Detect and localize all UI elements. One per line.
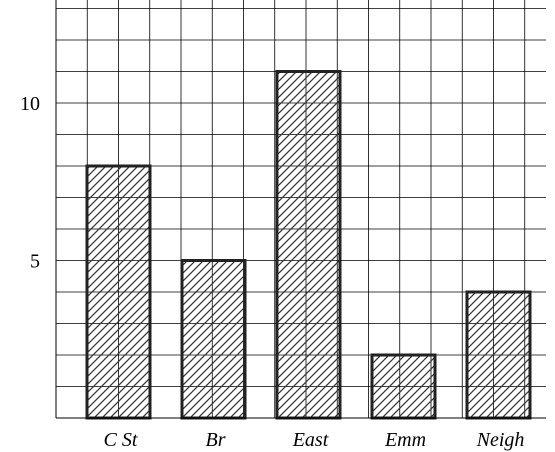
bar-emm [370, 353, 437, 420]
y-tick-label: 10 [20, 93, 40, 115]
category-label: Br [206, 429, 226, 451]
bars [85, 70, 532, 420]
category-label: Emm [384, 429, 426, 451]
labels: C St Br East Emm Neigh 5 10 [20, 93, 524, 451]
axes [55, 0, 546, 419]
bar-east [275, 70, 342, 420]
bar-br [180, 259, 247, 420]
category-label: C St [104, 429, 138, 451]
bar-c-st [85, 164, 152, 420]
category-label: Neigh [476, 429, 525, 451]
category-label: East [292, 429, 329, 451]
y-tick-label: 5 [30, 251, 40, 273]
bar-neigh [465, 290, 532, 420]
